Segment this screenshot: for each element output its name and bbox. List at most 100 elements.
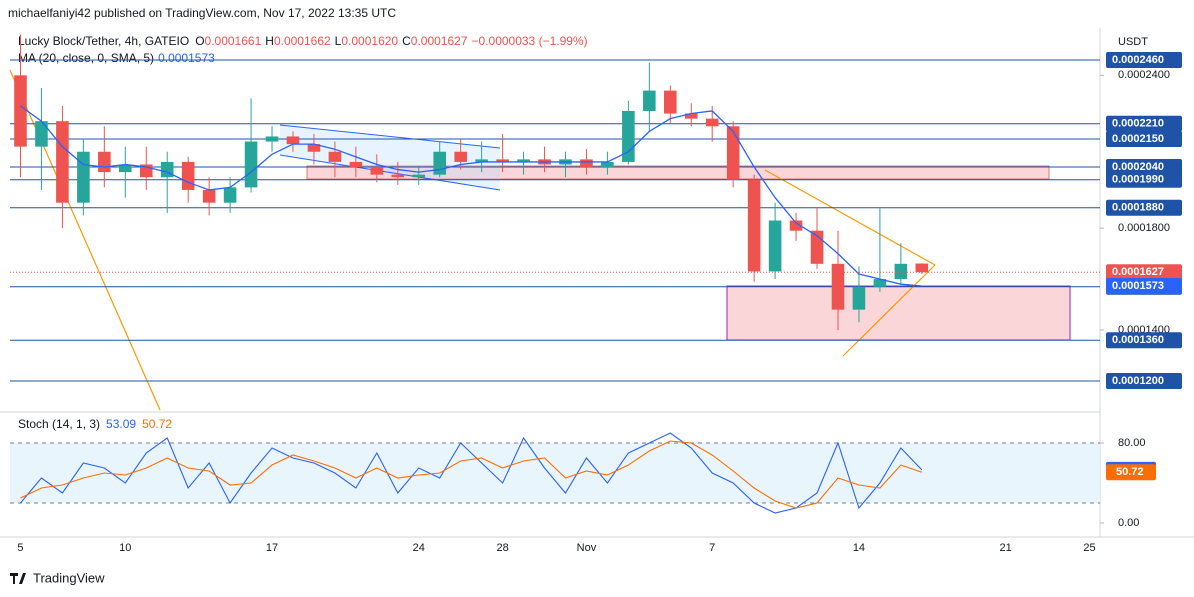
x-tick-label: 14	[853, 542, 865, 554]
candle-body	[601, 161, 614, 168]
channel-line	[279, 154, 501, 191]
candle-body	[580, 159, 593, 168]
candle-body	[475, 159, 488, 162]
candle-body	[433, 151, 446, 175]
level-label: 0.0002150	[1112, 133, 1164, 145]
h-label: H	[265, 34, 274, 48]
candle-body	[307, 144, 321, 152]
candle-body	[56, 121, 69, 203]
level-tag	[1106, 159, 1182, 176]
ma-legend: MA (20, close, 0, SMA, 5) 0.0001573	[18, 51, 215, 65]
candle-body	[517, 159, 530, 162]
x-tick-label: 5	[17, 542, 23, 554]
candle-body	[831, 263, 845, 310]
level-label: 0.0001880	[1112, 202, 1164, 214]
stoch-k-value: 53.09	[106, 417, 136, 431]
price-pane: 0.00024000.00018000.00014000.00024600.00…	[10, 34, 1182, 389]
level-label: 0.0002040	[1112, 161, 1164, 173]
channel-line	[279, 124, 501, 149]
candle-body	[77, 151, 90, 203]
logo-mark	[10, 573, 26, 584]
trend-line	[764, 169, 936, 266]
footer: TradingView	[33, 570, 105, 585]
x-tick-label: 24	[413, 542, 425, 554]
candle-body	[181, 161, 195, 190]
candle-body	[496, 159, 509, 162]
last-price-tag	[1106, 264, 1182, 281]
level-label: 0.0002460	[1112, 54, 1164, 66]
stoch-pane: 80.000.00%K53.09%D50.72	[10, 432, 1156, 529]
l-label: L	[335, 34, 342, 48]
level-label: 0.0001360	[1112, 334, 1164, 346]
level-tag	[1106, 52, 1182, 69]
candle-body	[412, 174, 426, 178]
c-value: 0.0001627	[411, 34, 468, 48]
level-label: 0.0001990	[1112, 174, 1164, 186]
candle-body	[852, 286, 866, 310]
stoch-value-label: 50.72	[1116, 466, 1144, 478]
candle-body	[286, 136, 300, 145]
publish-header: michaelfaniyi42 published on TradingView…	[8, 6, 396, 20]
stoch-legend: Stoch (14, 1, 3) 53.09 50.72	[18, 417, 172, 431]
trend-line	[9, 69, 161, 411]
change: −0.0000033 (−1.99%)	[472, 34, 588, 48]
stoch-line	[20, 440, 923, 509]
candle-body	[265, 136, 279, 142]
x-tick-label: 17	[266, 542, 278, 554]
ma-label: 0.0001573	[1112, 280, 1164, 292]
candle-body	[664, 90, 677, 114]
candle-body	[35, 121, 48, 147]
x-tick-label: 28	[496, 542, 508, 554]
ma-value: 0.0001573	[158, 51, 215, 65]
h-value: 0.0001662	[274, 34, 331, 48]
resistance-zone	[306, 165, 1050, 180]
support-zone	[726, 285, 1071, 341]
candle-body	[915, 263, 929, 273]
candle-body	[349, 161, 363, 168]
ma-name: MA (20, close, 0, SMA, 5)	[18, 51, 154, 65]
last-price-label: 0.0001627	[1112, 266, 1164, 278]
c-label: C	[402, 34, 411, 48]
l-value: 0.0001620	[341, 34, 398, 48]
stoch-band	[10, 443, 1100, 503]
candle-body	[454, 151, 467, 162]
trend-line	[842, 264, 936, 357]
tradingview-logo: TradingView	[10, 570, 105, 585]
x-tick-label: 21	[1000, 542, 1012, 554]
candle-body	[223, 187, 237, 203]
candle-body	[391, 174, 405, 178]
y-tick-label: 0.0002400	[1118, 69, 1170, 81]
level-tag	[1106, 372, 1182, 389]
ma-tag	[1106, 277, 1182, 294]
candle-body	[726, 126, 740, 180]
candle-body	[747, 179, 761, 272]
currency: USDT	[1118, 36, 1148, 48]
candle-body	[328, 151, 342, 162]
y-tick-label: 80.00	[1118, 437, 1146, 449]
level-tag	[1106, 171, 1182, 188]
candle-body	[98, 151, 111, 173]
ma-line	[20, 105, 922, 287]
o-label: O	[195, 34, 204, 48]
level-tag	[1106, 332, 1182, 349]
y-tick-label: 0.0001800	[1118, 222, 1170, 234]
stoch-tag	[1106, 464, 1156, 481]
candle-body	[894, 263, 908, 280]
level-tag	[1106, 131, 1182, 148]
candle-body	[244, 141, 258, 188]
x-tick-label: 25	[1083, 542, 1095, 554]
stoch-line	[20, 432, 923, 514]
stoch-title: Stoch (14, 1, 3)	[18, 417, 100, 431]
level-tag	[1106, 199, 1182, 216]
level-label: 0.0002210	[1112, 118, 1164, 130]
y-tick-label: 0.00	[1118, 517, 1139, 529]
candle-body	[873, 279, 887, 287]
stoch-d-value: 50.72	[142, 417, 172, 431]
candle-body	[370, 167, 384, 175]
level-label: 0.0001200	[1112, 375, 1164, 387]
candle-body	[789, 220, 803, 231]
candle-body	[684, 113, 698, 119]
symbol: Lucky Block/Tether, 4h, GATEIO	[18, 34, 189, 48]
candle-body	[202, 189, 216, 203]
